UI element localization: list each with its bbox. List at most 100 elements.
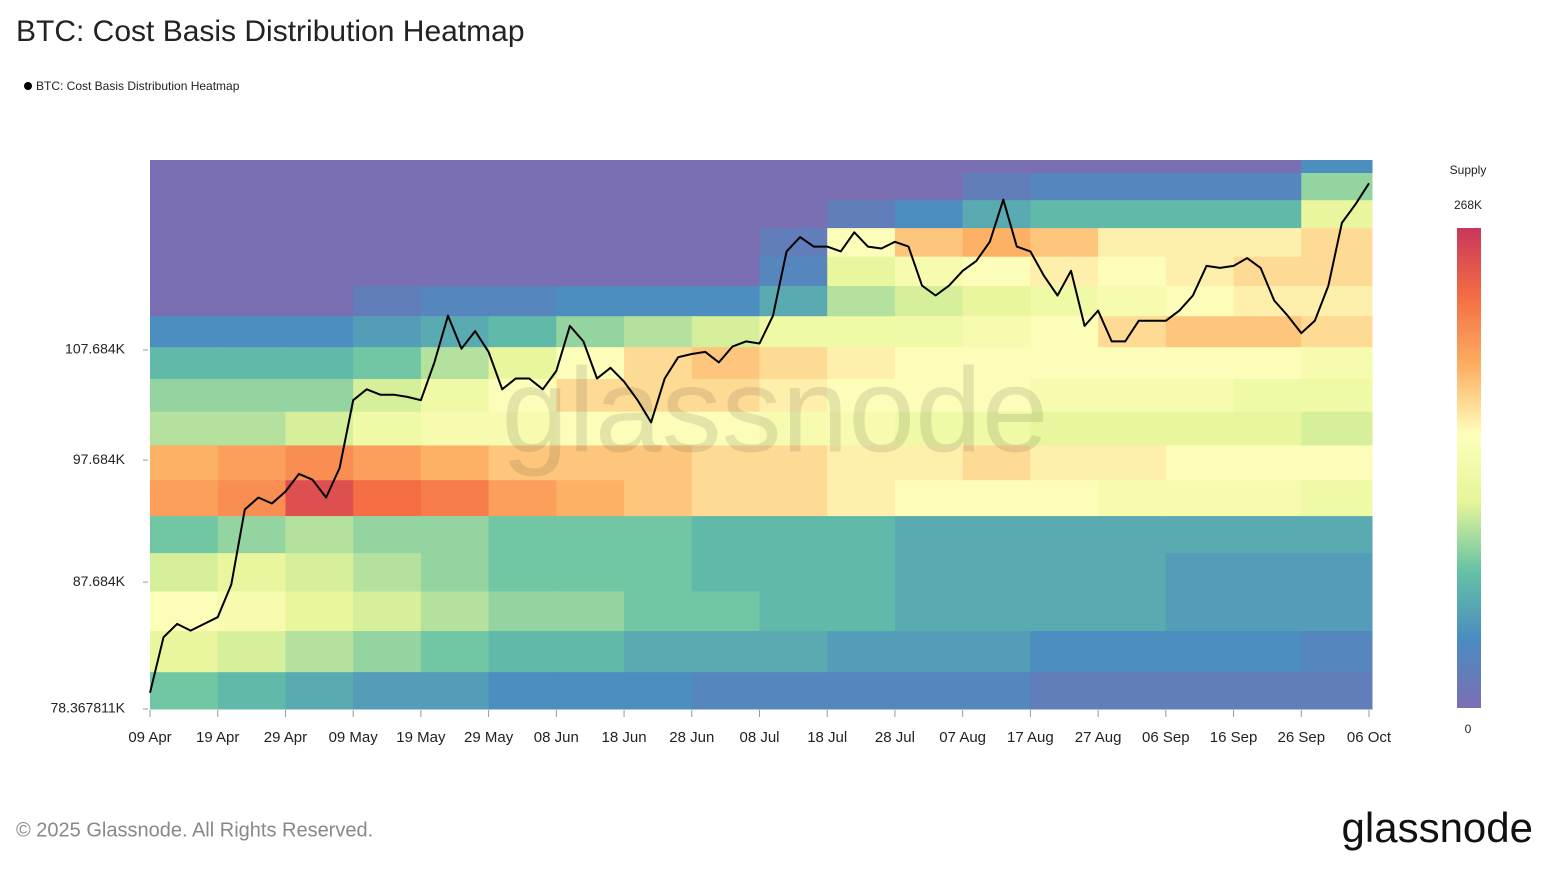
heatmap-cell [556, 444, 625, 481]
heatmap-cell [1233, 479, 1302, 517]
heatmap-cell [1301, 315, 1373, 348]
heatmap-cell [962, 444, 1031, 481]
heatmap-cell [420, 378, 490, 412]
heatmap-cell [1098, 285, 1167, 317]
heatmap-cell [827, 346, 896, 379]
heatmap-cell [217, 444, 286, 481]
heatmap-cell [556, 515, 625, 554]
heatmap-cell [894, 172, 964, 201]
heatmap-cell [1301, 411, 1373, 446]
heatmap-cell [1098, 479, 1167, 517]
x-tick-label: 16 Sep [1210, 729, 1258, 746]
heatmap-cell [759, 552, 828, 592]
heatmap-cell [488, 515, 557, 554]
colorbar-max: 268K [1454, 198, 1482, 212]
heatmap-cell [827, 444, 896, 481]
heatmap-cell [962, 315, 1031, 348]
heatmap-cell [217, 315, 286, 348]
heatmap-cell [1030, 199, 1099, 229]
heatmap-cell [488, 315, 557, 348]
heatmap-cell [150, 346, 219, 379]
heatmap-cell [285, 590, 354, 632]
y-tick-label: 107.684K [65, 341, 126, 357]
heatmap-cell [217, 515, 286, 554]
heatmap-cell [691, 630, 760, 673]
heatmap-cell [1098, 444, 1167, 481]
heatmap-cell [1233, 172, 1302, 201]
heatmap-cell [1098, 160, 1167, 173]
heatmap-cell [1098, 630, 1167, 673]
heatmap-cell [624, 515, 693, 554]
x-tick-label: 09 Apr [128, 729, 171, 746]
price-line [149, 182, 1370, 694]
heatmap-cell [624, 630, 693, 673]
heatmap-cell [827, 256, 896, 287]
heatmap-cell [1030, 315, 1099, 348]
heatmap-cell [1301, 346, 1373, 379]
heatmap-cell [691, 378, 760, 412]
heatmap-cell [1030, 552, 1099, 592]
heatmap-cell [624, 444, 693, 481]
y-tick-label: 97.684K [73, 451, 126, 467]
heatmap-cell [1030, 285, 1099, 317]
heatmap-cell [353, 590, 422, 632]
heatmap-cell [759, 515, 828, 554]
heatmap-cell [827, 199, 896, 229]
heatmap-cell [1030, 346, 1099, 379]
heatmap-cell [353, 552, 422, 592]
heatmap-cell [624, 199, 693, 229]
heatmap-cell [1165, 671, 1235, 710]
heatmap-cell [1030, 515, 1099, 554]
heatmap-cell [556, 256, 625, 287]
heatmap-cell [285, 160, 354, 173]
heatmap-cell [556, 172, 625, 201]
heatmap-cell [759, 411, 828, 446]
heatmap-cell [488, 671, 557, 710]
heatmap-cell [1030, 227, 1099, 257]
heatmap-cell [624, 160, 693, 173]
heatmap-cell [962, 590, 1031, 632]
heatmap-cell [894, 378, 964, 412]
heatmap-cell [353, 172, 422, 201]
heatmap-cell [217, 346, 286, 379]
heatmap-cell [488, 552, 557, 592]
heatmap-cell [759, 444, 828, 481]
heatmap-cell [285, 199, 354, 229]
heatmap-cell [150, 515, 219, 554]
heatmap-cell [1165, 630, 1235, 673]
heatmap-cell [353, 285, 422, 317]
x-tick-label: 26 Sep [1278, 729, 1326, 746]
heatmap-cell [217, 227, 286, 257]
heatmap-cell [217, 590, 286, 632]
heatmap-cell [962, 671, 1031, 710]
heatmap-cell [420, 630, 490, 673]
x-tick-label: 27 Aug [1075, 729, 1122, 746]
heatmap-cell [1165, 479, 1235, 517]
heatmap-cell [1165, 172, 1235, 201]
heatmap-cell [1233, 630, 1302, 673]
heatmap-cell [420, 515, 490, 554]
heatmap-cell [1165, 227, 1235, 257]
heatmap-cell [962, 227, 1031, 257]
x-tick-label: 17 Aug [1007, 729, 1054, 746]
heatmap-cell [217, 199, 286, 229]
chart-title: BTC: Cost Basis Distribution Heatmap [16, 15, 525, 48]
watermark: glassnode [501, 344, 1048, 478]
heatmap-cell [827, 630, 896, 673]
heatmap-cell [624, 346, 693, 379]
heatmap-cell [894, 256, 964, 287]
heatmap-cell [1233, 285, 1302, 317]
heatmap-cell [420, 160, 490, 173]
heatmap-cell [1030, 590, 1099, 632]
heatmap-cell [1098, 411, 1167, 446]
heatmap-cell [217, 552, 286, 592]
heatmap-cell [962, 479, 1031, 517]
heatmap-cell [285, 172, 354, 201]
heatmap-cell [217, 630, 286, 673]
heatmap-cell [1165, 515, 1235, 554]
heatmap-cell [691, 285, 760, 317]
heatmap-cell [353, 630, 422, 673]
heatmap-cell [894, 227, 964, 257]
heatmap-cell [1233, 315, 1302, 348]
